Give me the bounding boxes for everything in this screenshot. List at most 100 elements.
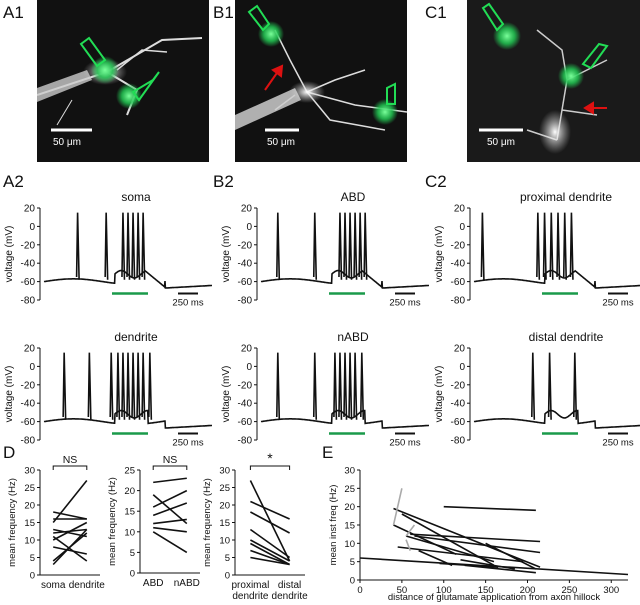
action-potential [556,212,561,280]
y-axis-title: mean frequency (Hz) [107,477,118,566]
action-potential [338,352,343,420]
membrane-trace [260,409,429,429]
y-tick-label: 15 [124,507,135,518]
paired-line [153,477,187,484]
y-axis-title: voltage (mV) [434,226,445,283]
membrane-trace [43,409,212,429]
y-tick-label: 5 [30,553,35,564]
action-potential [348,212,353,280]
frequency-segment [414,535,541,554]
paired-line [249,528,291,559]
y-tick-label: 0 [130,569,135,580]
time-scale-label: 250 ms [389,298,420,309]
time-scale-label: 250 ms [602,438,633,449]
y-tick-label: -60 [238,417,253,428]
action-potential [358,212,363,280]
panel-label-a1: A1 [3,3,24,22]
action-potential [126,352,131,420]
paired-line [250,511,290,534]
significance-label: NS [63,454,78,466]
x-tick-label: 150 [478,585,494,596]
y-tick-label: 25 [24,483,35,494]
y-tick-label: 5 [130,548,135,559]
action-potential [276,352,281,420]
panel-label-c1: C1 [425,3,447,22]
x-tick-label: 0 [357,585,362,596]
y-tick-label: -80 [451,436,466,447]
action-potential [131,352,136,420]
significance-bracket [152,465,188,470]
y-tick-label: 25 [124,466,135,477]
y-tick-label: 15 [219,518,230,529]
y-tick-label: -20 [451,240,466,251]
panel-label-e: E [322,443,334,462]
paired-line [53,511,87,520]
y-axis-title: voltage (mV) [221,226,232,283]
action-potential [141,212,146,280]
y-tick-label: -40 [238,399,253,410]
y-tick-label: -20 [21,240,36,251]
action-potential [104,212,109,280]
action-potential [136,352,141,420]
frequency-segment [460,559,516,570]
panel-label-c2: C2 [425,172,447,191]
x-category-label: ABD [143,578,164,589]
paired-line [250,539,290,562]
frequency-segment [443,505,536,512]
scale-bar-label: 50 μm [487,137,515,148]
y-tick-label: -40 [451,259,466,270]
frequency-segment [405,539,411,551]
action-potential [75,212,80,280]
y-axis-title: voltage (mV) [221,366,232,423]
y-tick-label: 10 [219,536,230,547]
paired-line [249,480,291,562]
action-potential [363,212,368,280]
paired-line [52,480,88,523]
action-potential [531,352,536,420]
x-tick-label: 100 [436,585,452,596]
y-tick-label: -80 [21,296,36,307]
action-potential [562,212,568,280]
trace-title: ABD [341,190,366,204]
paired-line [250,549,290,566]
time-scale-label: 250 ms [172,298,203,309]
pipette-icon [79,36,160,102]
y-axis-title: mean frequency (Hz) [7,478,18,567]
y-tick-label: 0 [459,362,465,373]
panel-label-d: D [3,443,16,462]
frequency-segment [464,564,536,574]
action-potential [343,352,348,420]
frequency-segment [405,524,416,537]
y-tick-label: -40 [238,259,253,270]
frequency-segment [392,488,403,526]
y-tick-label: -80 [451,296,466,307]
y-tick-label: -80 [238,436,253,447]
action-potential [573,352,578,420]
paired-line [53,546,87,555]
time-scale-label: 250 ms [602,298,633,309]
y-tick-label: 30 [344,466,355,477]
y-axis-title: voltage (mV) [434,366,445,423]
arrow-icon [264,64,284,91]
y-tick-label: 30 [24,466,35,477]
trace-title: nABD [337,330,369,344]
y-tick-label: -60 [21,417,36,428]
frequency-segment [405,535,495,563]
action-potential [353,212,358,280]
time-scale-label: 250 ms [389,438,420,449]
micrograph-c1: 50 μm [467,0,640,162]
x-category-label: dendrite [69,580,106,591]
y-tick-label: -80 [21,436,36,447]
micrograph-b1: 50 μm [235,0,407,162]
trace-title: proximal dendrite [520,190,612,204]
x-category-label: proximal [232,580,270,591]
y-axis-title: voltage (mV) [4,226,15,283]
action-potential [148,352,153,420]
y-tick-label: 0 [246,222,252,233]
y-tick-label: -40 [21,399,36,410]
action-potential [536,212,541,280]
paired-line [52,528,88,566]
membrane-trace [473,269,640,289]
y-tick-label: -60 [451,417,466,428]
